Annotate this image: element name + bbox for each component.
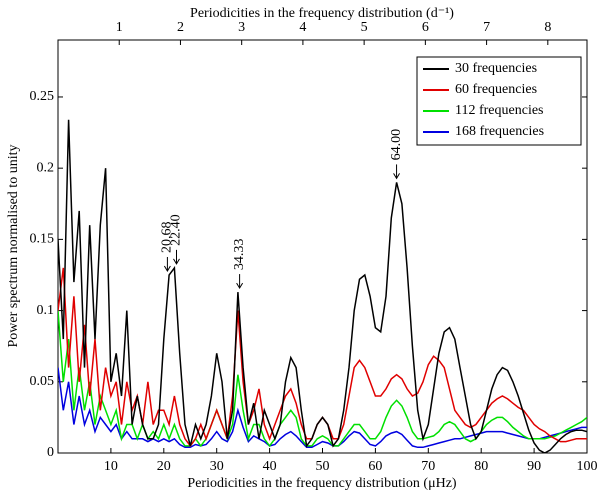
x2-axis-label: Periodicities in the frequency distribut… bbox=[190, 6, 454, 21]
x2-tick-label: 2 bbox=[177, 20, 184, 35]
x2-tick-label: 3 bbox=[238, 20, 245, 35]
y-axis-label: Power spectrum normalised to unity bbox=[6, 145, 21, 348]
legend-label: 60 frequencies bbox=[455, 82, 537, 97]
x-tick-label: 50 bbox=[316, 459, 330, 474]
x-tick-label: 20 bbox=[157, 459, 171, 474]
annotation-arrowhead bbox=[163, 265, 171, 272]
series-line bbox=[58, 367, 587, 449]
annotation: 22.40 bbox=[169, 214, 184, 246]
x-tick-label: 100 bbox=[577, 459, 598, 474]
x-axis-label: Periodicities in the frequency distribut… bbox=[187, 476, 456, 491]
x-tick-label: 10 bbox=[104, 459, 118, 474]
x-tick-label: 60 bbox=[368, 459, 382, 474]
x2-tick-label: 7 bbox=[483, 20, 490, 35]
y-tick-label: 0.1 bbox=[37, 303, 55, 318]
y-tick-label: 0.25 bbox=[30, 89, 55, 104]
annotation-arrowhead bbox=[173, 258, 180, 265]
x2-tick-label: 6 bbox=[422, 20, 429, 35]
x-tick-label: 80 bbox=[474, 459, 488, 474]
legend-label: 112 frequencies bbox=[455, 103, 544, 118]
legend-box bbox=[416, 56, 582, 146]
x2-tick-label: 1 bbox=[116, 20, 123, 35]
x-tick-label: 70 bbox=[421, 459, 435, 474]
legend-label: 30 frequencies bbox=[455, 61, 537, 76]
annotation-arrowhead bbox=[393, 173, 400, 180]
series-line bbox=[58, 267, 587, 448]
y-tick-label: 0.05 bbox=[30, 374, 55, 389]
x2-tick-label: 5 bbox=[361, 20, 368, 35]
y-tick-label: 0 bbox=[47, 445, 54, 460]
x2-tick-label: 8 bbox=[544, 20, 551, 35]
legend-label: 168 frequencies bbox=[455, 124, 544, 139]
annotation: 64.00 bbox=[389, 129, 404, 161]
x-tick-label: 90 bbox=[527, 459, 541, 474]
series-line bbox=[58, 119, 587, 453]
x2-tick-label: 4 bbox=[299, 20, 306, 35]
series-line bbox=[58, 310, 587, 448]
annotation: 34.33 bbox=[232, 239, 247, 271]
x-tick-label: 30 bbox=[210, 459, 224, 474]
annotation-arrowhead bbox=[236, 282, 244, 290]
y-tick-label: 0.2 bbox=[37, 160, 55, 175]
annotation: 20.68 bbox=[160, 221, 175, 253]
x-tick-label: 40 bbox=[263, 459, 277, 474]
y-tick-label: 0.15 bbox=[30, 232, 55, 247]
